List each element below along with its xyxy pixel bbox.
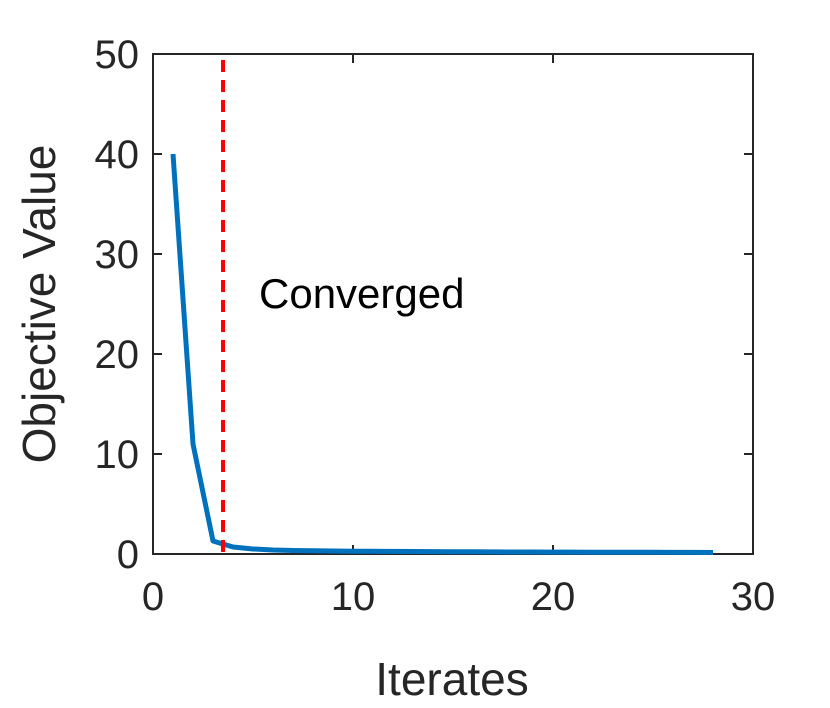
plot-area (170, 60, 714, 555)
y-tick-label: 40 (95, 133, 140, 177)
y-tick-label: 20 (95, 333, 140, 377)
x-tick-label: 0 (142, 575, 164, 619)
y-tick-label: 50 (95, 33, 140, 77)
x-tick-label: 10 (331, 575, 376, 619)
y-tick-label: 30 (95, 233, 140, 277)
x-tick-label: 20 (531, 575, 576, 619)
y-tick-label: 10 (95, 433, 140, 477)
labels: 0 10 20 30 0 10 20 30 40 50 Converged (95, 33, 776, 619)
series-line (170, 153, 714, 555)
x-axis-title: Iterates (375, 653, 528, 705)
x-tick-label: 30 (731, 575, 776, 619)
y-tick-label: 0 (117, 533, 139, 577)
y-axis-title: Objective Value (13, 145, 65, 464)
converged-annotation: Converged (259, 270, 464, 317)
